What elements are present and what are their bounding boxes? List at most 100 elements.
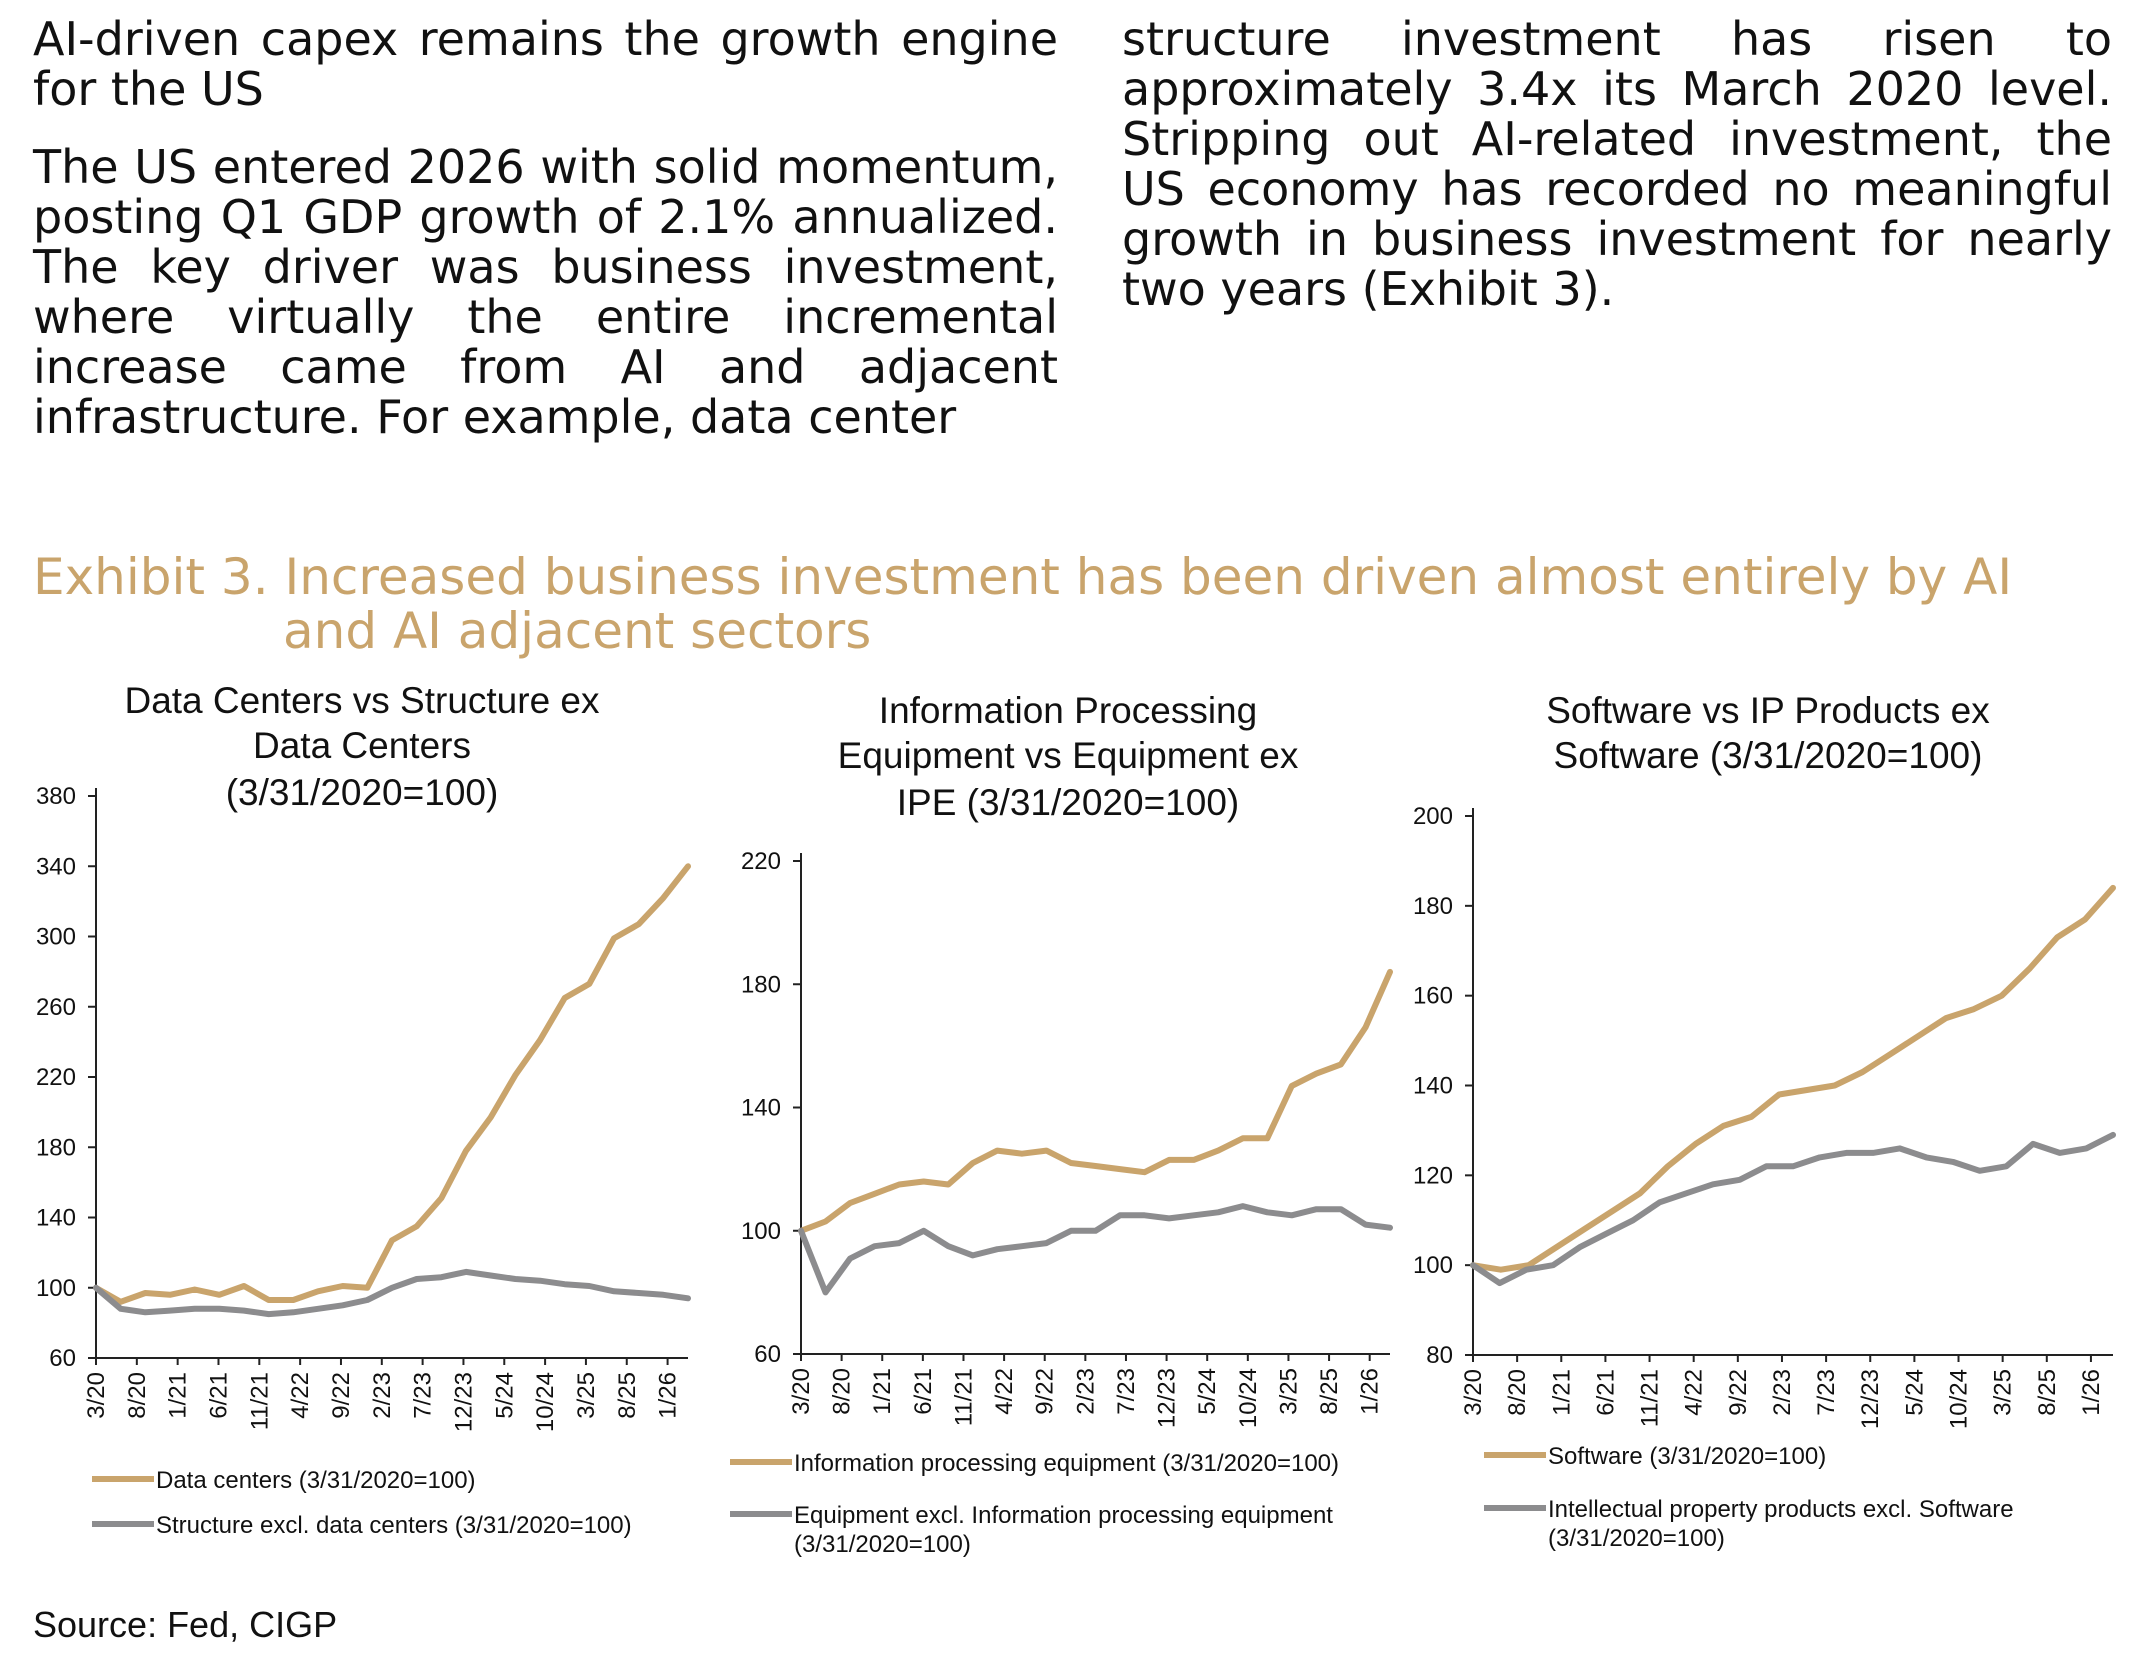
y-tick-label: 80	[1426, 1342, 1453, 1369]
x-tick-label: 12/23	[1857, 1369, 1884, 1429]
y-tick-label: 380	[36, 783, 76, 810]
x-tick-label: 1/21	[165, 1372, 192, 1419]
x-tick-label: 5/24	[1901, 1369, 1928, 1416]
x-tick-label: 2/23	[1072, 1368, 1099, 1415]
legend-label-line: (3/31/2020=100)	[1548, 1525, 1725, 1552]
x-tick-label: 9/22	[1032, 1368, 1059, 1415]
x-tick-label: 7/23	[1113, 1368, 1140, 1415]
legend-label: Intellectual property products excl. Sof…	[1548, 1496, 2014, 1552]
x-tick-label: 4/22	[991, 1368, 1018, 1415]
series-line-secondary	[93, 1268, 691, 1318]
x-tick-label: 9/22	[328, 1372, 355, 1419]
x-tick-label: 6/21	[910, 1368, 937, 1415]
exhibit-title-line2: and AI adjacent sectors	[283, 602, 872, 660]
series-line-primary	[93, 863, 691, 1305]
chart-title-line: IPE (3/31/2020=100)	[897, 782, 1240, 823]
x-tick-label: 7/23	[410, 1372, 437, 1419]
y-tick-label: 140	[741, 1095, 781, 1122]
x-tick-label: 8/25	[614, 1372, 641, 1419]
x-tick-label: 6/21	[1592, 1369, 1619, 1416]
x-tick-label: 3/25	[573, 1372, 600, 1419]
x-tick-label: 3/20	[788, 1368, 815, 1415]
y-tick-label: 140	[1413, 1073, 1453, 1100]
x-tick-label: 9/22	[1725, 1369, 1752, 1416]
article-left-column: AI-driven capex remains the growth engin…	[33, 14, 1058, 442]
x-tick-label: 8/20	[1504, 1369, 1531, 1416]
y-tick-label: 200	[1413, 803, 1453, 830]
x-tick-label: 10/24	[532, 1372, 559, 1432]
legend-label-line: Intellectual property products excl. Sof…	[1548, 1496, 2014, 1523]
y-tick-label: 160	[1413, 983, 1453, 1010]
x-tick-label: 8/20	[124, 1372, 151, 1419]
x-tick-label: 10/24	[1946, 1369, 1973, 1429]
y-tick-label: 60	[754, 1341, 781, 1368]
x-tick-label: 10/24	[1235, 1368, 1262, 1428]
x-tick-label: 8/25	[1316, 1368, 1343, 1415]
x-tick-label: 12/23	[1154, 1368, 1181, 1428]
y-tick-label: 260	[36, 994, 76, 1021]
legend-label: Equipment excl. Information processing e…	[794, 1502, 1333, 1558]
exhibit-title: Exhibit 3. Increased business investment…	[33, 550, 2093, 658]
x-tick-label: 3/25	[1275, 1368, 1302, 1415]
x-tick-label: 12/23	[450, 1372, 477, 1432]
chart-title-line: Software (3/31/2020=100)	[1554, 735, 1983, 776]
y-tick-label: 100	[36, 1275, 76, 1302]
x-tick-label: 1/26	[655, 1372, 682, 1419]
x-tick-label: 1/26	[1357, 1368, 1384, 1415]
exhibit-title-line1: Exhibit 3. Increased business investment…	[33, 548, 2013, 606]
y-tick-label: 100	[741, 1218, 781, 1245]
legend-label: Information processing equipment (3/31/2…	[794, 1450, 1339, 1477]
series-line-primary	[1470, 884, 2116, 1273]
y-tick-label: 220	[36, 1064, 76, 1091]
chart-title-line: Equipment vs Equipment ex	[838, 735, 1299, 776]
chart-title-line: Information Processing	[879, 690, 1257, 731]
x-tick-label: 11/21	[246, 1372, 273, 1430]
x-tick-label: 4/22	[287, 1372, 314, 1419]
y-tick-label: 180	[36, 1134, 76, 1161]
legend-label-line: (3/31/2020=100)	[794, 1531, 971, 1558]
x-tick-label: 8/20	[829, 1368, 856, 1415]
x-tick-label: 3/20	[1460, 1369, 1487, 1416]
x-tick-label: 1/21	[1548, 1369, 1575, 1416]
x-tick-label: 3/25	[1990, 1369, 2017, 1416]
x-tick-label: 4/22	[1681, 1369, 1708, 1416]
legend-label: Data centers (3/31/2020=100)	[156, 1467, 476, 1494]
article-paragraph-right: structure investment has risen to approx…	[1122, 12, 2112, 316]
y-tick-label: 180	[741, 971, 781, 998]
x-tick-label: 5/24	[491, 1372, 518, 1419]
y-tick-label: 60	[49, 1345, 76, 1372]
x-tick-label: 3/20	[83, 1372, 110, 1419]
chart-title-line: Software vs IP Products ex	[1546, 690, 1990, 731]
x-tick-label: 5/24	[1194, 1368, 1221, 1415]
series-line-primary	[798, 968, 1393, 1234]
article-right-column: structure investment has risen to approx…	[1122, 14, 2112, 314]
x-tick-label: 1/21	[869, 1368, 896, 1415]
x-tick-label: 7/23	[1813, 1369, 1840, 1416]
x-tick-label: 8/25	[2034, 1369, 2061, 1416]
x-tick-label: 1/26	[2078, 1369, 2105, 1416]
series-line-secondary	[798, 1203, 1393, 1296]
article-paragraph-left: The US entered 2026 with solid momentum,…	[33, 140, 1058, 444]
y-tick-label: 100	[1413, 1252, 1453, 1279]
source-note: Source: Fed, CIGP	[33, 1604, 338, 1645]
x-tick-label: 11/21	[950, 1368, 977, 1426]
chart-title-line: (3/31/2020=100)	[226, 772, 499, 813]
chart-title-line: Data Centers	[253, 725, 471, 766]
x-tick-label: 2/23	[1769, 1369, 1796, 1416]
article-heading: AI-driven capex remains the growth engin…	[33, 12, 1058, 116]
y-tick-label: 340	[36, 853, 76, 880]
series-line-secondary	[1470, 1131, 2116, 1287]
legend-label: Structure excl. data centers (3/31/2020=…	[156, 1512, 632, 1539]
x-tick-label: 6/21	[205, 1372, 232, 1419]
y-tick-label: 140	[36, 1205, 76, 1232]
y-tick-label: 120	[1413, 1162, 1453, 1189]
legend-label-line: Equipment excl. Information processing e…	[794, 1502, 1333, 1529]
legend-label: Software (3/31/2020=100)	[1548, 1443, 1826, 1470]
x-tick-label: 2/23	[369, 1372, 396, 1419]
y-tick-label: 220	[741, 848, 781, 875]
chart-title-line: Data Centers vs Structure ex	[124, 680, 600, 721]
y-tick-label: 180	[1413, 893, 1453, 920]
